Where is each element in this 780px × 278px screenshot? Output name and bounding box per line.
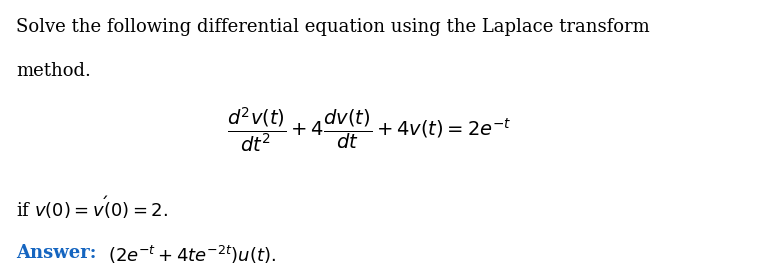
Text: Solve the following differential equation using the Laplace transform: Solve the following differential equatio… xyxy=(16,18,650,36)
Text: method.: method. xyxy=(16,62,91,80)
Text: $\dfrac{d^2v(t)}{dt^2} + 4\dfrac{dv(t)}{dt} + 4v(t) = 2e^{-t}$: $\dfrac{d^2v(t)}{dt^2} + 4\dfrac{dv(t)}{… xyxy=(227,106,512,155)
Text: Answer:: Answer: xyxy=(16,244,97,262)
Text: $(2e^{-t} + 4te^{-2t})u(t).$: $(2e^{-t} + 4te^{-2t})u(t).$ xyxy=(108,244,276,266)
Text: if $v(0) = v\'(0) = 2.$: if $v(0) = v\'(0) = 2.$ xyxy=(16,194,168,221)
